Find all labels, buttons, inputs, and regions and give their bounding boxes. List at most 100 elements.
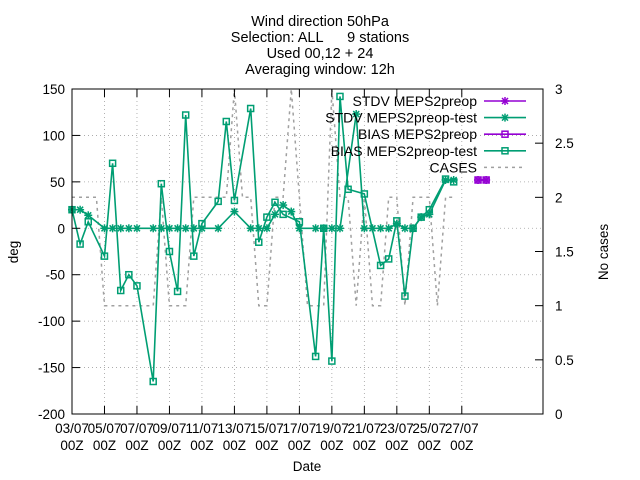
data-point <box>352 110 361 119</box>
data-point <box>84 218 92 226</box>
legend-entry-cases: CASES <box>430 159 526 175</box>
data-point <box>319 224 328 233</box>
star-stroke <box>279 201 287 209</box>
series-line <box>72 88 454 307</box>
legend-label: STDV MEPS2preop-test <box>325 110 477 126</box>
y2-tick-label: 2 <box>555 190 563 205</box>
data-point <box>108 159 117 168</box>
data-point <box>295 218 304 226</box>
data-point <box>425 205 434 214</box>
y2-tick-label: 0.5 <box>555 353 574 368</box>
data-point <box>279 201 288 210</box>
series-layer <box>68 88 491 386</box>
data-point <box>181 111 190 119</box>
data-point <box>157 224 166 233</box>
legend-entry-stdv-meps2preop-test: STDV MEPS2preop-test <box>325 110 526 126</box>
star-stroke <box>501 97 509 105</box>
x-tick-label-hour: 00Z <box>158 438 181 453</box>
star-stroke <box>214 224 222 232</box>
x-tick-label-date: 19/07 <box>315 421 349 436</box>
series-line <box>72 113 454 230</box>
y2-tick-label: 1 <box>555 299 563 314</box>
legend-label: BIAS MEPS2preop <box>358 126 477 142</box>
data-point <box>474 176 482 184</box>
y2-tick-label: 1.5 <box>555 245 574 260</box>
star-stroke <box>182 224 190 232</box>
star-stroke <box>401 224 409 232</box>
x-tick-label-hour: 00Z <box>190 438 213 453</box>
data-point <box>246 224 255 233</box>
series-bias-meps2preop <box>474 176 490 184</box>
chart-title: Wind direction 50hPa Selection: ALL 9 st… <box>231 14 409 78</box>
title-line-3: Used 00,12 + 24 <box>267 46 374 62</box>
data-point <box>149 224 158 233</box>
data-point <box>400 224 409 233</box>
data-point <box>214 224 223 233</box>
data-point <box>279 210 287 219</box>
data-point <box>344 185 352 194</box>
series-bias-meps2preop-test <box>68 92 458 386</box>
data-point <box>189 224 198 233</box>
data-point <box>311 224 320 233</box>
data-point <box>271 210 280 219</box>
x-tick-label-hour: 00Z <box>255 438 278 453</box>
data-point <box>441 175 450 183</box>
data-point <box>100 252 109 260</box>
x-tick-label-hour: 00Z <box>223 438 246 453</box>
data-point <box>246 104 255 113</box>
data-point <box>133 282 141 290</box>
y-tick-label: -150 <box>38 361 65 376</box>
star-stroke <box>328 224 336 232</box>
x-tick-label-date: 21/07 <box>347 421 381 436</box>
data-point <box>76 240 84 248</box>
y-tick-label: -100 <box>38 314 65 329</box>
x-tick-label-date: 09/07 <box>153 421 187 436</box>
x-tick-label-hour: 00Z <box>125 438 148 453</box>
data-point <box>287 207 296 216</box>
x-tick-label-date: 23/07 <box>380 421 414 436</box>
legend-label: BIAS MEPS2preop-test <box>331 143 477 159</box>
star-stroke <box>255 224 263 232</box>
star-stroke <box>174 224 182 232</box>
data-point <box>360 190 369 198</box>
x-tick-label-date: 15/07 <box>250 421 284 436</box>
star-stroke <box>385 224 393 232</box>
x-tick-label-date: 17/07 <box>282 421 316 436</box>
y2-tick-label: 2.5 <box>555 136 574 151</box>
title-line-4: Averaging window: 12h <box>245 62 395 78</box>
legend-marker <box>501 130 509 138</box>
data-point <box>116 224 125 233</box>
axis-ticks: -200 -150 -100 -50 0 50 100 150 0 0.5 1 1.5 2 2.5 3 03/… <box>38 82 574 453</box>
star-stroke <box>149 224 157 232</box>
x-tick-label-hour: 00Z <box>385 438 408 453</box>
data-point <box>149 377 157 386</box>
x-tick-label-hour: 00Z <box>450 438 473 453</box>
x-tick-label-date: 13/07 <box>218 421 252 436</box>
title-line-1: Wind direction 50hPa <box>251 14 390 30</box>
data-point <box>376 261 385 270</box>
star-stroke <box>117 224 125 232</box>
data-point <box>157 179 166 188</box>
x-tick-label-hour: 00Z <box>353 438 376 453</box>
x-tick-label-hour: 00Z <box>288 438 311 453</box>
legend-label: CASES <box>430 159 477 175</box>
data-point <box>255 238 263 246</box>
data-point <box>165 247 174 256</box>
star-stroke <box>263 224 271 232</box>
data-point <box>84 211 93 220</box>
y2-tick-label: 0 <box>555 407 563 422</box>
data-point <box>449 178 458 186</box>
star-stroke <box>360 224 368 232</box>
data-point <box>173 287 182 296</box>
x-tick-label-date: 07/07 <box>120 421 154 436</box>
star-stroke <box>133 224 141 232</box>
data-point <box>401 292 409 300</box>
data-point <box>230 207 239 216</box>
x-tick-label-date: 27/07 <box>445 421 479 436</box>
x-axis-label: Date <box>293 459 322 474</box>
data-point <box>214 197 222 206</box>
legend-marker <box>501 147 509 155</box>
star-stroke <box>247 224 255 232</box>
